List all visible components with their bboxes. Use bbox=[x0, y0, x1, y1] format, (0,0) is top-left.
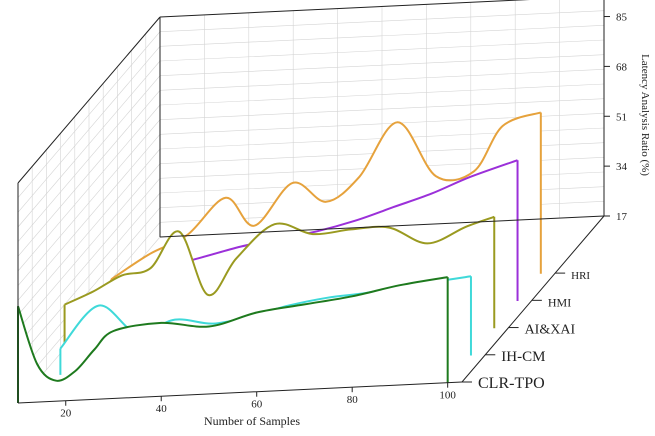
chart-frame-edge bbox=[17, 381, 463, 404]
series-layer bbox=[17, 111, 542, 403]
x-tick-label: 100 bbox=[439, 390, 456, 402]
series-line bbox=[110, 111, 542, 281]
y-tick-label: 34 bbox=[616, 161, 628, 173]
y-tick-label: 85 bbox=[616, 12, 628, 24]
series-label: AI&XAI bbox=[525, 323, 576, 338]
chart-frame-edge bbox=[159, 0, 531, 18]
series-line bbox=[64, 215, 495, 306]
y-axis-label: Latency Analysis Ratio (%) bbox=[639, 54, 651, 176]
series-label: HMI bbox=[548, 295, 571, 309]
x-tick-label: 40 bbox=[156, 403, 168, 415]
chart-frame-edge bbox=[17, 16, 161, 184]
chart-axes: 17 34 51 68 85 20 40 60 80 100 HRI HMI AI&XAI IH-CM CL… bbox=[17, 0, 628, 420]
x-tick-label: 20 bbox=[60, 408, 72, 420]
chart-frame-edge bbox=[159, 215, 605, 238]
series-label: IH-CM bbox=[501, 349, 545, 365]
y-tick-label: 68 bbox=[616, 61, 628, 73]
series-label: CLR-TPO bbox=[478, 375, 545, 392]
series-label: HRI bbox=[571, 270, 590, 282]
x-tick-label: 60 bbox=[251, 399, 263, 411]
y-tick-label: 17 bbox=[616, 211, 628, 223]
x-tick-label: 80 bbox=[347, 394, 359, 406]
series-fill bbox=[18, 277, 448, 403]
y-tick-label: 51 bbox=[616, 111, 627, 123]
series-line bbox=[17, 276, 448, 382]
x-axis-label: Number of Samples bbox=[204, 414, 300, 428]
